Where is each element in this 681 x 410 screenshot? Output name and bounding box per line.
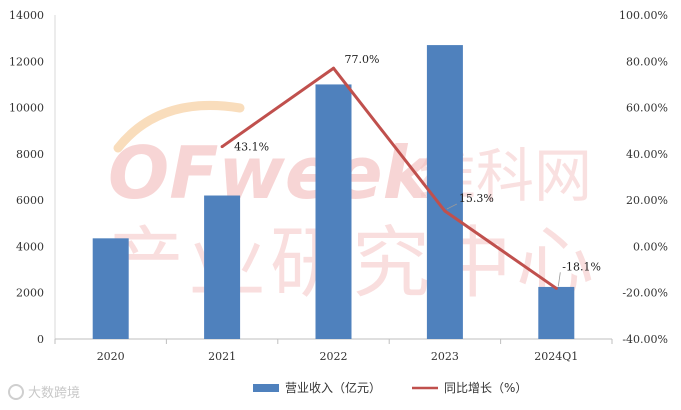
right-tick-label: 80.00% (626, 55, 668, 68)
growth-label-2022: 77.0% (345, 53, 380, 66)
right-tick-label: 40.00% (626, 148, 668, 161)
left-axis-ticks: 0 2000 4000 6000 8000 10000 12000 14000 (9, 9, 44, 346)
left-tick-label: 4000 (16, 240, 44, 253)
right-tick-label: 0.00% (633, 240, 668, 253)
right-tick-label: 60.00% (626, 102, 668, 115)
data-label-leader (446, 203, 458, 210)
line-series (220, 66, 558, 290)
x-tick-label: 2020 (97, 350, 125, 363)
legend-label-growth: 同比增长（%） (444, 381, 527, 395)
left-tick-label: 2000 (16, 287, 44, 300)
x-tick-label: 2023 (431, 350, 459, 363)
left-tick-label: 8000 (16, 148, 44, 161)
left-tick-label: 14000 (9, 9, 44, 22)
bar-2024Q1 (538, 286, 575, 339)
corner-watermark-text: 大数跨境 (28, 386, 80, 401)
left-tick-label: 10000 (9, 102, 44, 115)
growth-point-2021 (220, 145, 224, 149)
right-tick-label: 20.00% (626, 194, 668, 207)
bar-2021 (204, 195, 241, 339)
corner-watermark: 大数跨境 (8, 384, 80, 401)
growth-point-2023 (443, 209, 447, 213)
watermark-brand: OFweek (108, 131, 435, 215)
bar-2022 (315, 84, 352, 339)
right-tick-label: -20.00% (622, 287, 668, 300)
growth-line (221, 66, 558, 290)
bar-2023 (426, 45, 463, 339)
data-label-leader (557, 272, 561, 287)
data-labels: 43.1% 77.0% 15.3% -18.1% (234, 53, 601, 287)
growth-point-2022 (332, 66, 335, 70)
growth-point-2024Q1 (554, 286, 558, 290)
watermark-swoosh (113, 101, 245, 153)
growth-label-2023: 15.3% (459, 192, 494, 205)
left-tick-label: 12000 (9, 55, 44, 68)
legend: 营业收入（亿元） 同比增长（%） (253, 380, 527, 395)
legend-label-revenue: 营业收入（亿元） (285, 380, 381, 395)
corner-logo-icon (8, 384, 24, 400)
right-tick-label: 100.00% (619, 9, 668, 22)
right-tick-label: -40.00% (622, 333, 668, 346)
left-tick-label: 0 (37, 333, 44, 346)
growth-label-2021: 43.1% (234, 141, 269, 154)
growth-label-2024Q1: -18.1% (562, 260, 601, 273)
left-tick-label: 6000 (16, 194, 44, 207)
x-axis-ticks: 2020 2021 2022 2023 2024Q1 (54, 339, 613, 363)
watermark: OFweek 维科网 产业研究中心 (106, 101, 598, 309)
bar-series (92, 45, 575, 339)
watermark-subtitle: 产业研究中心 (106, 219, 598, 309)
x-tick-label: 2022 (320, 350, 348, 363)
legend-swatch-revenue (253, 384, 279, 392)
right-axis-ticks: -40.00% -20.00% 0.00% 20.00% 40.00% 60.00% 80.… (619, 9, 668, 346)
x-tick-label: 2021 (208, 350, 236, 363)
x-tick-label: 2024Q1 (534, 350, 578, 363)
bar-2020 (92, 238, 129, 339)
